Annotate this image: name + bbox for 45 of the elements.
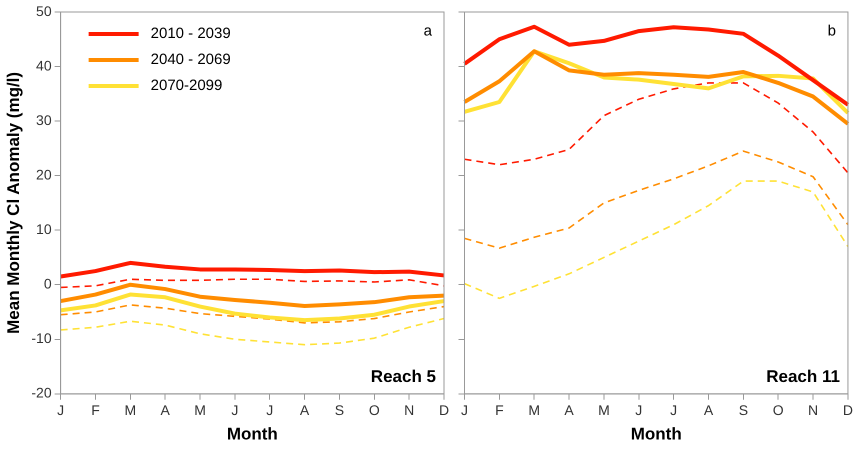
annotation: a [424, 22, 433, 40]
x-tick-label: D [842, 402, 854, 418]
y-tick-label: 50 [36, 2, 52, 19]
y-tick-label: 40 [36, 57, 52, 74]
x-tick-label: M [598, 402, 610, 418]
annotation: b [828, 22, 836, 40]
x-tick-label: A [704, 402, 714, 418]
x-tick-label: N [808, 402, 818, 418]
legend-label: 2010 - 2039 [150, 25, 231, 42]
y-axis-title: Mean Monthly Cl Anomaly (mg/l) [4, 72, 23, 334]
line-series [60, 278, 445, 288]
x-tick-label: A [300, 402, 310, 418]
x-tick-label: J [461, 402, 468, 418]
x-tick-label: S [738, 402, 748, 418]
y-tick-label: 20 [36, 166, 52, 182]
y-tick-label: 0 [44, 276, 52, 292]
y-tick-label: 10 [36, 221, 52, 238]
x-axis-title: Month [630, 424, 682, 444]
x-tick-label: D [438, 402, 450, 418]
x-tick-label: O [772, 402, 784, 418]
legend-label: 2040 - 2069 [150, 51, 231, 68]
x-tick-label: F [91, 402, 100, 418]
x-tick-label: M [124, 402, 136, 418]
y-tick-label: 30 [36, 112, 52, 128]
x-tick-label: M [194, 402, 206, 418]
x-tick-label: M [528, 402, 540, 418]
x-tick-label: J [57, 402, 64, 418]
annotation: Reach 11 [766, 366, 840, 386]
x-tick-label: J [670, 402, 678, 418]
line-series [60, 318, 445, 346]
annotation: Reach 5 [370, 366, 436, 386]
x-tick-label: S [334, 402, 344, 418]
x-axis-title: Month [226, 424, 278, 444]
line-series [60, 304, 445, 324]
legend-label: 2070-2099 [150, 77, 222, 94]
x-tick-label: A [160, 402, 171, 418]
x-tick-label: A [564, 402, 574, 418]
y-tick-label: -10 [31, 330, 52, 346]
x-tick-label: F [495, 402, 504, 418]
x-tick-label: O [368, 402, 380, 418]
x-tick-label: N [404, 402, 414, 418]
x-tick-label: J [231, 402, 238, 418]
x-tick-label: J [266, 402, 274, 418]
x-tick-label: J [635, 402, 642, 418]
y-tick-label: -20 [31, 384, 52, 401]
